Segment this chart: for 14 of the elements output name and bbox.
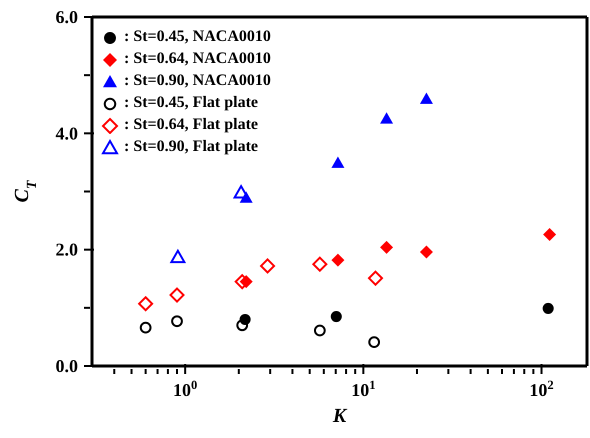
x-tick-label: 10$^{0}$ bbox=[173, 378, 198, 400]
y-tick-label: 4.0 bbox=[56, 123, 78, 144]
x-tick-label: 10$^{1}$ bbox=[351, 378, 376, 400]
legend-label: : St=0.64, NACA0010 bbox=[124, 49, 271, 69]
legend-label: : St=0.90, Flat plate bbox=[124, 137, 258, 157]
legend-label: : St=0.64, Flat plate bbox=[124, 115, 258, 135]
legend-label: : St=0.45, NACA0010 bbox=[124, 27, 271, 47]
x-tick-label: 10$^{2}$ bbox=[529, 378, 554, 400]
legend-label: : St=0.90, NACA0010 bbox=[124, 71, 271, 91]
y-tick-label: 2.0 bbox=[56, 240, 78, 260]
y-tick-label: 6.0 bbox=[56, 7, 78, 27]
x-axis-title: K bbox=[332, 405, 348, 427]
y-tick-label: 0.0 bbox=[56, 356, 78, 376]
legend-label: : St=0.45, Flat plate bbox=[124, 93, 258, 113]
